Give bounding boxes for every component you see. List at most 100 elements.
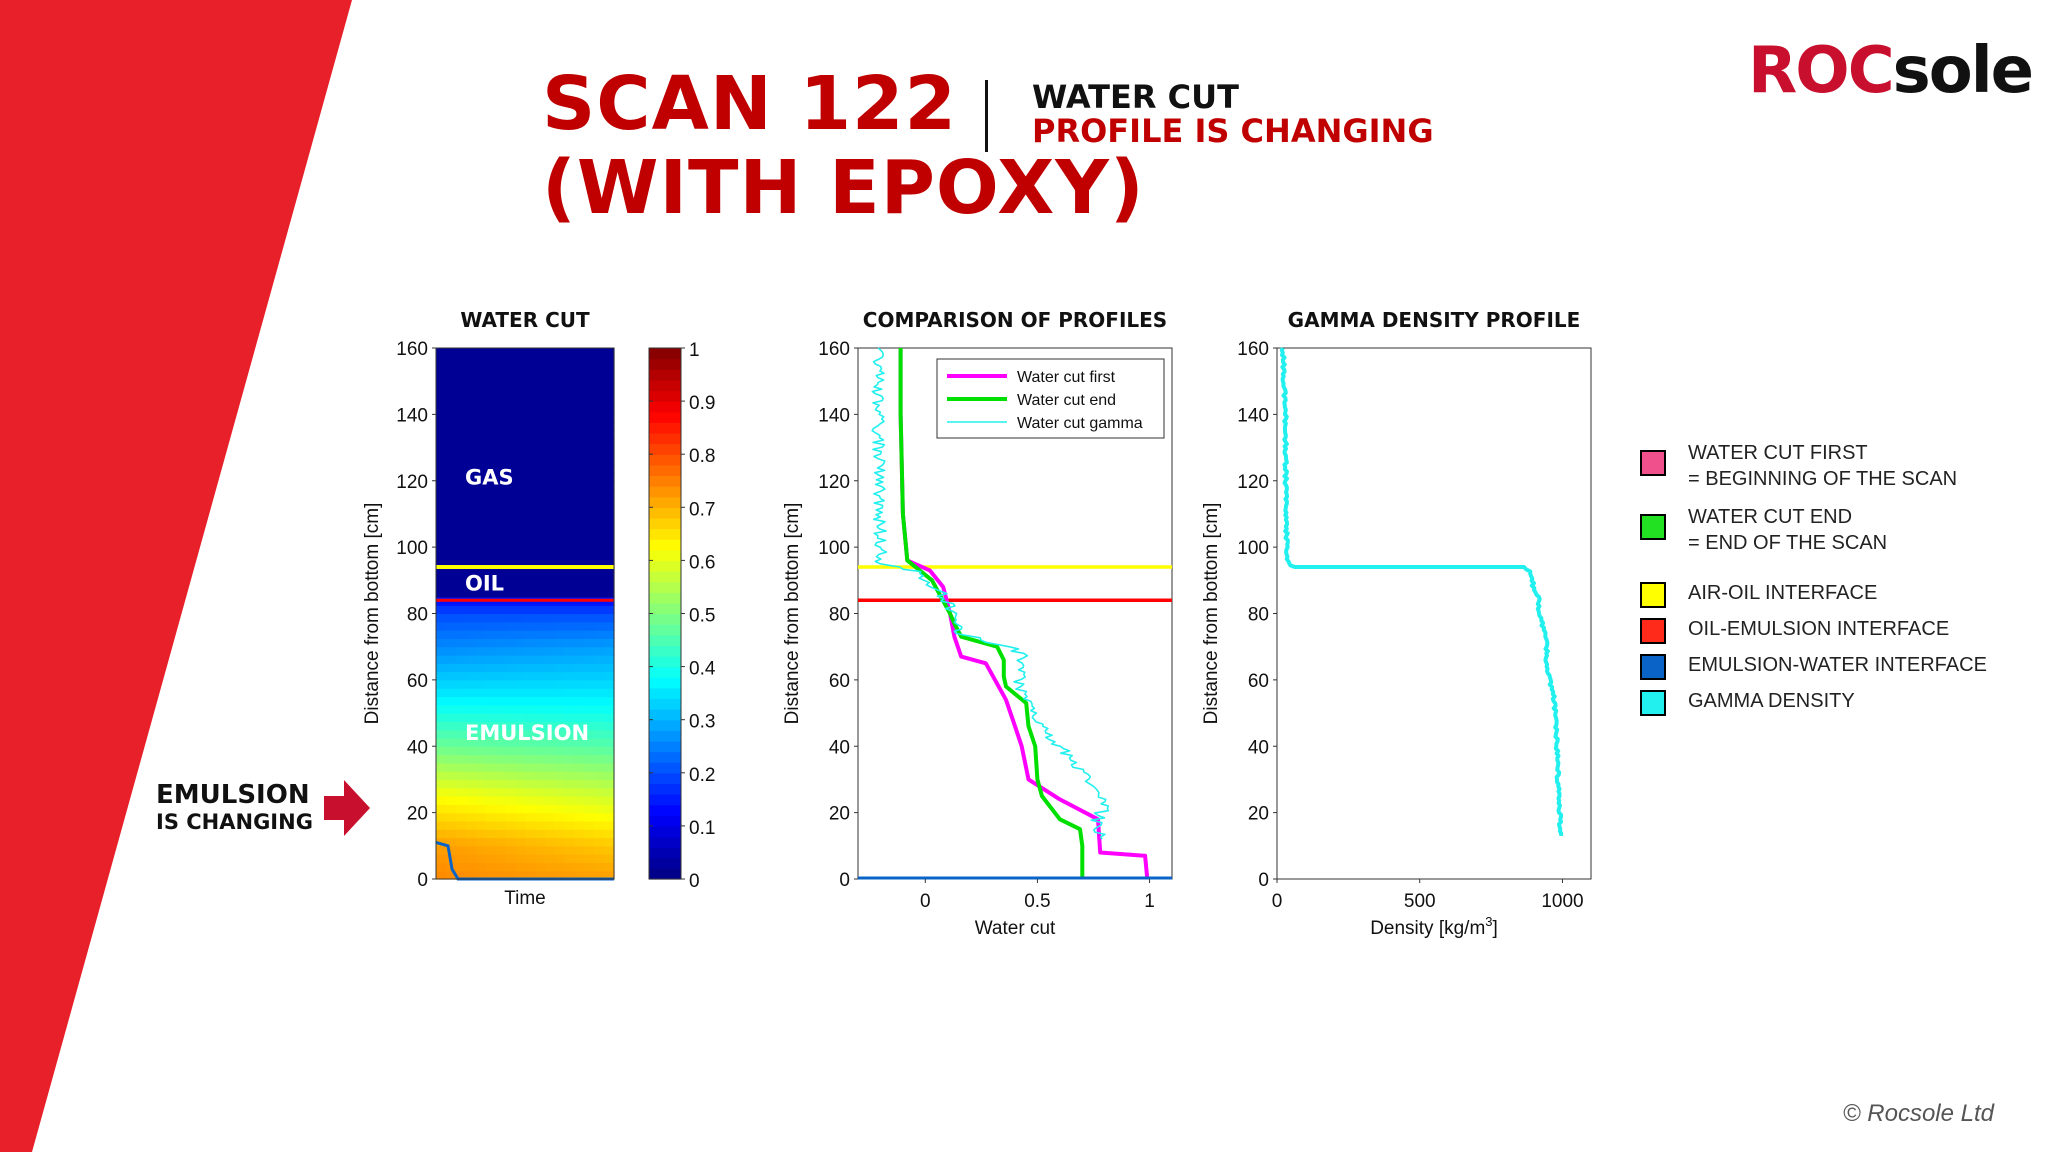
heatmap-cell — [544, 804, 556, 814]
heatmap-cell — [436, 547, 447, 557]
heatmap-cell — [455, 513, 467, 523]
heatmap-cell — [465, 646, 477, 656]
heatmap-cell — [485, 381, 496, 391]
legend-label-detail: = BEGINNING OF THE SCAN — [1688, 468, 1958, 490]
heatmap-cell — [574, 513, 585, 523]
heatmap-cell — [475, 364, 487, 374]
heatmap-cell — [515, 381, 526, 391]
comparison-of-profiles: COMPARISON OF PROFILES 0 20 40 60 80 100 120 140… — [782, 308, 1173, 939]
heatmap-cell — [485, 430, 496, 440]
heatmap-cell — [495, 430, 506, 440]
heatmap-cell — [574, 638, 585, 648]
heatmap-cell — [475, 588, 487, 598]
heatmap-cell — [534, 348, 546, 357]
heatmap-cell — [525, 646, 536, 656]
heatmap-cell — [534, 737, 546, 747]
heatmap-cell — [436, 679, 447, 689]
heatmap-cell — [554, 480, 566, 490]
heatmap-cell — [604, 381, 615, 391]
heatmap-cell — [584, 713, 595, 722]
heatmap-cell — [495, 845, 506, 855]
heatmap-cell — [544, 870, 556, 880]
heatmap-cell — [436, 372, 447, 382]
heatmap-cell — [525, 455, 536, 465]
colorbar-band — [649, 645, 681, 657]
heatmap-cell — [594, 489, 605, 498]
heatmap-cell — [455, 555, 467, 565]
heatmap-cell — [455, 430, 467, 440]
heatmap-cell — [594, 621, 605, 631]
heatmap-cell — [505, 489, 516, 498]
heatmap-cell — [564, 414, 576, 424]
heatmap-cell — [445, 513, 457, 523]
heatmap-cell — [455, 480, 467, 490]
heatmap-cell — [515, 779, 526, 789]
heatmap-cell — [505, 654, 516, 664]
heatmap-cell — [544, 862, 556, 872]
colorbar-band — [649, 369, 681, 381]
y-tick-label: 100 — [1237, 538, 1269, 559]
heatmap-cell — [436, 455, 447, 465]
heatmap-cell — [594, 812, 605, 822]
heatmap-cell — [544, 422, 556, 432]
heatmap-cell — [574, 505, 585, 515]
heatmap-cell — [445, 348, 457, 357]
heatmap-cell — [534, 538, 546, 548]
heatmap-cell — [534, 464, 546, 474]
heatmap-cell — [485, 862, 496, 872]
heatmap-cell — [445, 713, 457, 722]
heatmap-cell — [574, 522, 585, 532]
heatmap-cell — [574, 356, 585, 366]
heatmap-cell — [445, 804, 457, 814]
heatmap-cell — [534, 854, 546, 864]
heatmap-cell — [594, 555, 605, 565]
heatmap-cell — [525, 389, 536, 399]
heatmap-cell — [554, 804, 566, 814]
heatmap-cell — [475, 837, 487, 847]
heatmap-cell — [554, 372, 566, 382]
heatmap-cell — [505, 787, 516, 797]
heatmap-cell — [594, 663, 605, 673]
heatmap-cell — [475, 580, 487, 590]
heatmap-cell — [534, 530, 546, 540]
heatmap-cell — [534, 621, 546, 631]
heatmap-cell — [604, 713, 615, 722]
heatmap-cell — [436, 389, 447, 399]
heatmap-cell — [574, 406, 585, 415]
heatmap-cell — [475, 829, 487, 839]
heatmap-cell — [564, 572, 576, 581]
heatmap-cell — [594, 713, 605, 722]
heatmap-cell — [604, 737, 615, 747]
heatmap-cell — [515, 505, 526, 515]
heatmap-cell — [495, 771, 506, 781]
heatmap-cell — [455, 812, 467, 822]
heatmap-cell — [436, 621, 447, 631]
heatmap-cell — [525, 754, 536, 764]
heatmap-cell — [485, 663, 496, 673]
heatmap-cell — [515, 522, 526, 532]
heatmap-cell — [495, 414, 506, 424]
heatmap-cell — [515, 538, 526, 548]
heatmap-cell — [544, 646, 556, 656]
heatmap-cell — [455, 646, 467, 656]
heatmap-cell — [564, 480, 576, 490]
heatmap-cell — [564, 663, 576, 673]
heatmap-cell — [534, 812, 546, 822]
heatmap-cell — [505, 414, 516, 424]
heatmap-cell — [604, 796, 615, 805]
heatmap-cell — [515, 447, 526, 457]
heatmap-cell — [465, 820, 477, 830]
heatmap-cell — [574, 837, 585, 847]
heatmap-cell — [436, 464, 447, 474]
heatmap-cell — [505, 771, 516, 781]
colorbar-band — [649, 432, 681, 445]
heatmap-cell — [584, 754, 595, 764]
heatmap-cell — [495, 746, 506, 756]
heatmap-cell — [534, 555, 546, 565]
heatmap-cell — [465, 580, 477, 590]
heatmap-cell — [534, 679, 546, 689]
heatmap-cell — [485, 679, 496, 689]
heatmap-cell — [475, 812, 487, 822]
heatmap-cell — [534, 646, 546, 656]
colorbar-band — [649, 751, 681, 763]
